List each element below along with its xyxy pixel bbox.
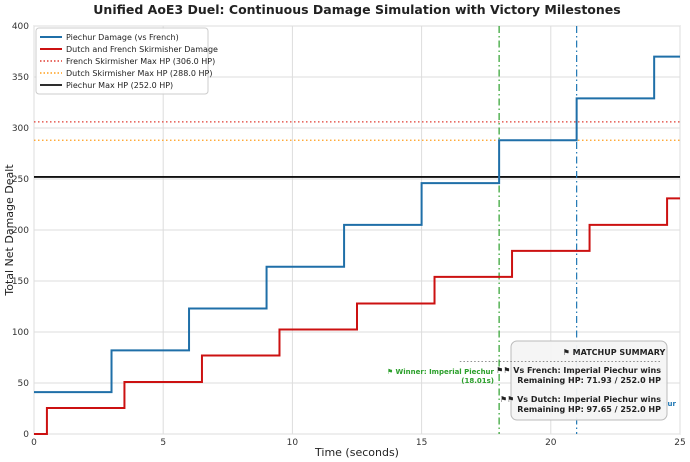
y-tick-label: 250 [12, 175, 29, 185]
data-series [34, 55, 680, 435]
matchup-summary-box: ⚑ MATCHUP SUMMARY ----------------------… [459, 340, 668, 421]
grid-lines [33, 25, 681, 435]
x-axis-label: Time (seconds) [314, 446, 399, 459]
y-tick-label: 350 [12, 73, 29, 83]
legend-label-skirmishers: Dutch and French Skirmisher Damage [66, 45, 218, 54]
summary-divider: ----------------------------------------… [459, 358, 661, 365]
legend: Piechur Damage (vs French) Dutch and Fre… [35, 27, 218, 95]
dutch-winner-annotation-fragment: hur [663, 400, 677, 408]
y-tick-label: 50 [18, 379, 30, 389]
legend-label-dutch-hp: Dutch Skirmisher Max HP (288.0 HP) [66, 69, 212, 78]
legend-box [35, 27, 209, 95]
winner-annotation-line2: (18.01s) [461, 377, 494, 385]
winner-annotation-line1: ⚑ Winner: Imperial Piechur [387, 368, 495, 376]
series-line-1 [34, 197, 680, 435]
summary-vs-french: ⚑⚑ Vs French: Imperial Piechur wins [496, 366, 661, 375]
summary-vs-dutch: ⚑⚑ Vs Dutch: Imperial Piechur wins [500, 395, 661, 404]
y-tick-label: 150 [12, 277, 29, 287]
x-tick-label: 20 [545, 438, 557, 448]
y-tick-labels: 0 50 100 150 200 250 300 350 400 [12, 22, 29, 440]
y-tick-label: 0 [23, 430, 29, 440]
x-tick-label: 15 [416, 438, 427, 448]
x-tick-label: 5 [160, 438, 166, 448]
x-tick-labels: 0 5 10 15 20 25 [31, 438, 686, 448]
legend-label-piechur-hp: Piechur Max HP (252.0 HP) [66, 81, 173, 90]
legend-label-french-hp: French Skirmisher Max HP (306.0 HP) [66, 57, 215, 66]
summary-box-background [510, 340, 668, 421]
y-tick-label: 100 [12, 328, 29, 338]
series-line-0 [34, 55, 680, 394]
x-tick-label: 25 [674, 438, 685, 448]
legend-label-piechur: Piechur Damage (vs French) [66, 33, 179, 42]
y-tick-label: 300 [12, 124, 29, 134]
x-tick-label: 10 [287, 438, 299, 448]
summary-title: ⚑ MATCHUP SUMMARY [563, 348, 666, 357]
x-tick-label: 0 [31, 438, 37, 448]
summary-dutch-remaining-hp: Remaining HP: 97.65 / 252.0 HP [517, 405, 661, 414]
chart-title: Unified AoE3 Duel: Continuous Damage Sim… [93, 2, 620, 17]
y-axis-label: Total Net Damage Dealt [3, 164, 16, 297]
y-tick-label: 400 [12, 22, 29, 32]
summary-french-remaining-hp: Remaining HP: 71.93 / 252.0 HP [517, 376, 661, 385]
y-tick-label: 200 [12, 226, 29, 236]
